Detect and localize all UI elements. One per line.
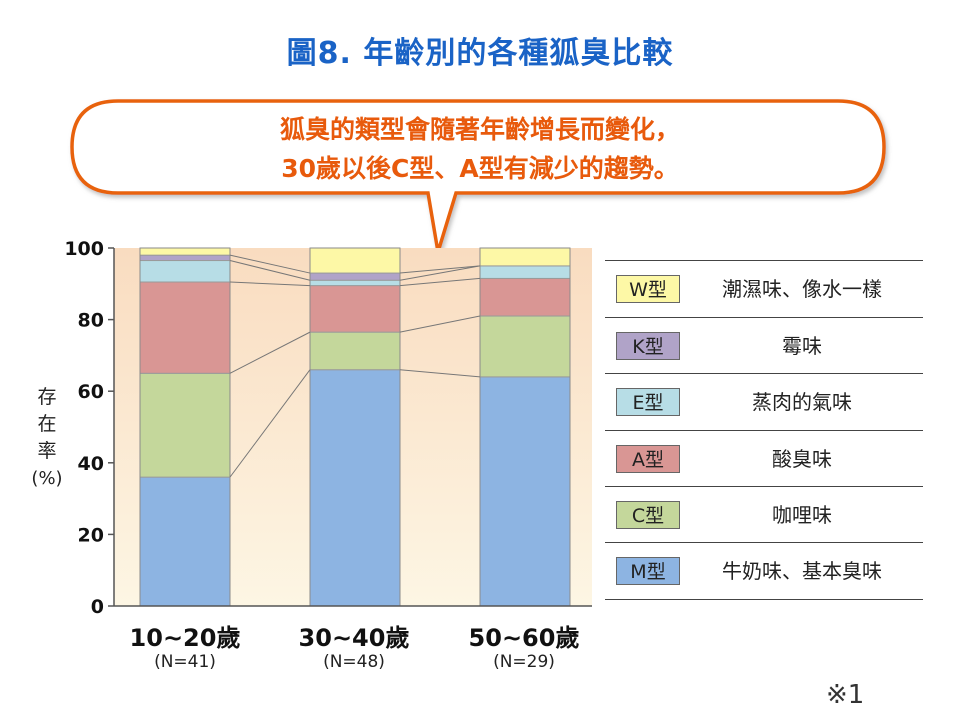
callout-shape [70, 99, 886, 253]
bar-segment-M型-0 [139, 476, 231, 607]
x-label-30-40: 30~40歲 [298, 624, 410, 652]
x-label-50-60: 50~60歲 [468, 624, 580, 652]
bar-segment-M型-2 [479, 376, 571, 607]
legend-row-m: M型 牛奶味、基本臭味 [605, 542, 923, 600]
y-tick-label: 60 [78, 381, 104, 403]
bar-segment-A型-2 [479, 277, 571, 317]
connector-line [229, 281, 311, 287]
bar-segment-E型-2 [479, 265, 571, 279]
legend-row-k: K型 霉味 [605, 317, 923, 374]
bar-segment-W型-0 [139, 247, 231, 256]
y-tick-label: 40 [78, 453, 104, 475]
legend-row-w: W型 潮濕味、像水一樣 [605, 260, 923, 317]
connector-line [399, 315, 481, 333]
legend-swatch-m: M型 [616, 557, 680, 585]
legend-swatch-a: A型 [616, 445, 680, 473]
connector-line [399, 369, 481, 378]
n-label-30-40: (N=48) [323, 652, 385, 672]
legend-desc-e: 蒸肉的氣味 [752, 390, 852, 414]
bar-segment-K型-1 [309, 272, 401, 281]
callout-bubble [70, 99, 886, 253]
connector-line [229, 369, 311, 478]
bar-segment-C型-0 [139, 372, 231, 478]
n-label-50-60: (N=29) [493, 652, 555, 672]
connector-line [399, 265, 481, 281]
connector-line [229, 260, 311, 281]
connector-line [229, 254, 311, 274]
legend-swatch-e: E型 [616, 388, 680, 416]
connector-line [229, 331, 311, 374]
bar-segment-A型-1 [309, 285, 401, 333]
connector-line [399, 277, 481, 287]
bar-segment-W型-1 [309, 247, 401, 274]
legend-desc-m: 牛奶味、基本臭味 [722, 559, 882, 583]
legend-desc-c: 咖哩味 [772, 503, 832, 527]
legend-swatch-c: C型 [616, 501, 680, 529]
chart-title: 圖8. 年齡別的各種狐臭比較 [286, 36, 674, 71]
bar-segment-W型-2 [479, 247, 571, 267]
bar-segment-M型-1 [309, 369, 401, 607]
footnote: ※1 [826, 680, 865, 710]
y-axis-label-2: 在 [37, 413, 57, 435]
y-axis-label-3: 率 [37, 440, 57, 462]
connector-line [399, 265, 481, 274]
legend-desc-w: 潮濕味、像水一樣 [722, 277, 882, 301]
x-label-10-20: 10~20歲 [129, 624, 241, 652]
bar-segment-C型-1 [309, 331, 401, 371]
legend-row-e: E型 蒸肉的氣味 [605, 373, 923, 430]
legend-row-c: C型 咖哩味 [605, 486, 923, 543]
bar-segment-E型-1 [309, 279, 401, 287]
bar-segment-C型-2 [479, 315, 571, 378]
n-label-10-20: (N=41) [154, 652, 216, 672]
callout-text-line-1: 狐臭的類型會隨著年齡增長而變化， [279, 115, 680, 144]
callout-text-line-2: 30歲以後C型、A型有減少的趨勢。 [281, 154, 679, 183]
y-tick-label: 100 [64, 238, 104, 260]
legend-swatch-w: W型 [616, 275, 680, 303]
legend-row-a: A型 酸臭味 [605, 430, 923, 487]
legend-swatch-k: K型 [616, 332, 680, 360]
y-tick-label: 0 [91, 596, 104, 618]
y-axis-label-4: (%) [31, 468, 63, 489]
legend-desc-k: 霉味 [782, 334, 822, 358]
y-tick-label: 80 [78, 310, 104, 332]
legend-desc-a: 酸臭味 [772, 447, 832, 471]
y-axis-label-1: 存 [37, 386, 57, 408]
y-tick-label: 20 [78, 524, 104, 546]
bar-segment-E型-0 [139, 260, 231, 283]
bar-segment-A型-0 [139, 281, 231, 374]
bar-segment-K型-0 [139, 254, 231, 262]
